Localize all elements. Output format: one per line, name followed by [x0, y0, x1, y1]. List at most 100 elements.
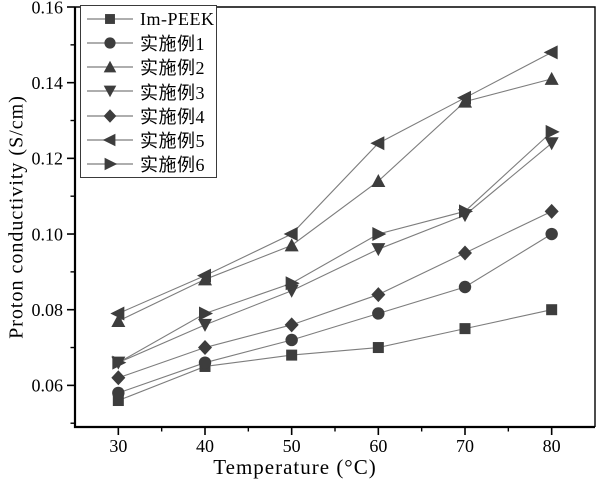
shape	[371, 287, 386, 303]
shape	[198, 340, 212, 356]
x-tick-label: 80	[543, 436, 561, 456]
triangle-right-marker	[459, 204, 473, 219]
legend-item-7: 实施例6	[86, 152, 216, 176]
triangle-down-marker	[103, 86, 117, 98]
triangle-left-legend-icon	[87, 133, 133, 147]
series-line-3	[118, 78, 552, 322]
shape	[105, 14, 115, 25]
diamond-marker	[544, 203, 559, 219]
series-markers-1	[112, 304, 558, 407]
shape	[199, 306, 213, 321]
shape	[546, 304, 558, 316]
series-markers-2	[112, 227, 558, 400]
square-legend-icon	[87, 14, 133, 25]
legend-label: Im-PEEK	[140, 8, 215, 29]
shape	[372, 307, 385, 320]
shape	[545, 124, 560, 139]
series-markers-7	[112, 124, 560, 370]
shape	[284, 238, 299, 252]
shape	[370, 136, 385, 151]
shape	[459, 323, 471, 335]
shape	[545, 227, 558, 241]
triangle-up-marker	[103, 61, 117, 73]
legend-label: 实施例4	[140, 106, 205, 127]
shape	[112, 395, 124, 407]
shape	[544, 203, 559, 219]
shape	[284, 317, 299, 333]
triangle-right-marker	[285, 276, 300, 291]
legend-label: 实施例2	[140, 58, 205, 79]
series-markers-5	[111, 203, 559, 386]
series-line-1	[118, 309, 552, 402]
x-tick-label: 40	[196, 436, 214, 456]
shape	[285, 333, 298, 347]
circle-marker	[545, 227, 558, 241]
shape	[372, 342, 384, 354]
triangle-left-marker	[457, 90, 471, 105]
legend-item-6: 实施例5	[86, 128, 216, 152]
triangle-left-marker	[102, 133, 116, 147]
circle-legend-icon	[87, 37, 133, 49]
circle-marker	[285, 333, 298, 347]
diamond-marker	[458, 245, 472, 261]
triangle-right-marker	[372, 227, 387, 242]
y-tick-label: 0.14	[32, 73, 64, 93]
triangle-left-marker	[110, 306, 125, 321]
shape	[543, 45, 558, 60]
triangle-up-marker	[284, 238, 299, 252]
triangle-up-legend-icon	[87, 61, 133, 73]
y-tick-label: 0.12	[32, 149, 64, 169]
shape	[544, 137, 559, 151]
shape	[111, 370, 126, 386]
y-tick-label: 0.08	[32, 300, 64, 320]
diamond-marker	[103, 108, 117, 123]
shape	[198, 318, 212, 332]
square-marker	[372, 342, 384, 354]
legend-label: 实施例6	[140, 154, 205, 175]
legend-item-5: 实施例4	[86, 104, 216, 128]
shape	[103, 108, 117, 123]
triangle-up-marker	[544, 71, 559, 85]
diamond-marker	[371, 287, 386, 303]
shape	[371, 174, 386, 188]
legend-label: 实施例1	[140, 34, 205, 55]
legend-item-2: 实施例1	[86, 31, 216, 55]
triangle-left-marker	[543, 45, 558, 60]
plot-frame-top-right	[75, 6, 596, 427]
shape	[459, 204, 473, 219]
y-tick-label: 0.10	[32, 224, 64, 244]
shape	[112, 386, 125, 400]
triangle-down-marker	[371, 243, 386, 257]
circle-marker	[372, 307, 385, 320]
x-tick-label: 30	[109, 436, 127, 456]
circle-marker	[104, 37, 116, 49]
triangle-up-marker	[371, 174, 386, 188]
x-tick-label: 60	[369, 436, 387, 456]
y-axis-title: Proton conductivity (S/cm)	[5, 95, 28, 339]
series-line-2	[118, 233, 552, 394]
series-line-5	[118, 210, 552, 379]
shape	[104, 157, 118, 171]
shape	[283, 227, 298, 242]
legend: Im-PEEK 实施例1 实施例2 实施例3 实施例4 实施例5 实施例6	[80, 5, 217, 178]
square-marker	[459, 323, 471, 335]
shape	[110, 306, 125, 321]
diamond-marker	[198, 340, 212, 356]
y-tick-label: 0.16	[32, 0, 64, 17]
shape	[198, 356, 212, 369]
triangle-right-legend-icon	[87, 157, 133, 171]
x-tick-label: 70	[456, 436, 474, 456]
x-tick-label: 50	[283, 436, 301, 456]
shape	[457, 90, 471, 105]
shape	[285, 276, 300, 291]
shape	[111, 314, 126, 328]
shape	[197, 268, 211, 283]
shape	[458, 245, 472, 261]
triangle-down-marker	[544, 137, 559, 151]
circle-marker	[198, 356, 212, 369]
triangle-left-marker	[197, 268, 211, 283]
circle-marker	[458, 280, 472, 294]
y-tick-label: 0.06	[32, 376, 64, 396]
